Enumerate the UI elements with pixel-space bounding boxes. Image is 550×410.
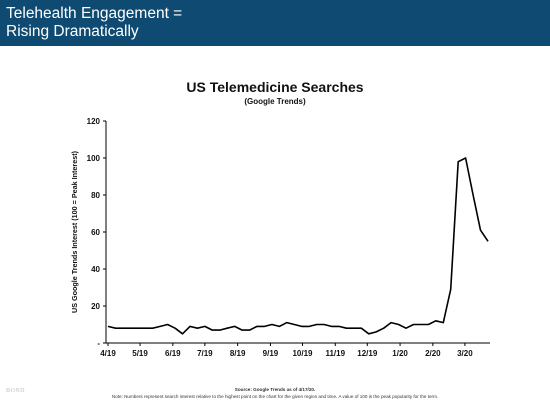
x-tick-label: 10/19 [292, 349, 313, 358]
x-tick-label: 3/20 [457, 349, 473, 358]
y-tick-label: 120 [87, 117, 101, 126]
y-tick-label: - [97, 339, 100, 348]
series-line [107, 157, 489, 335]
x-tick-label: 2/20 [425, 349, 441, 358]
x-tick-label: 12/19 [357, 349, 378, 358]
footnote: Note: Numbers represent search interest … [111, 394, 439, 399]
chart-title: US Telemedicine Searches [186, 79, 364, 95]
y-ticks: - 20 40 60 80 100 120 [87, 117, 106, 348]
y-tick-label: 100 [87, 154, 101, 163]
x-ticks: 4/19 5/19 6/19 7/19 8/19 9/19 10/19 11/19 12/19 1… [100, 343, 473, 358]
x-tick-label: 5/19 [132, 349, 148, 358]
x-tick-label: 6/19 [165, 349, 181, 358]
series-group [107, 157, 489, 335]
header-title-line-2: Rising Dramatically [6, 23, 139, 40]
y-axis-label: US Google Trends Interest (100 = Peak In… [70, 150, 79, 313]
source-note: Source: Google Trends as of 4/17/20. [234, 387, 316, 392]
bond-logo: BOND [6, 388, 26, 394]
chart-subtitle: (Google Trends) [244, 97, 306, 106]
y-tick-label: 80 [91, 191, 100, 200]
x-tick-label: 11/19 [325, 349, 345, 358]
y-tick-label: 60 [91, 228, 100, 237]
x-tick-label: 8/19 [230, 349, 246, 358]
header-banner: Telehealth Engagement = Rising Dramatica… [0, 0, 550, 46]
x-tick-label: 4/19 [100, 349, 116, 358]
y-tick-label: 40 [91, 265, 100, 274]
x-tick-label: 7/19 [197, 349, 213, 358]
x-tick-label: 1/20 [392, 349, 408, 358]
x-tick-label: 9/19 [263, 349, 279, 358]
y-tick-label: 20 [91, 302, 100, 311]
header-title-line-1: Telehealth Engagement = [6, 5, 183, 22]
